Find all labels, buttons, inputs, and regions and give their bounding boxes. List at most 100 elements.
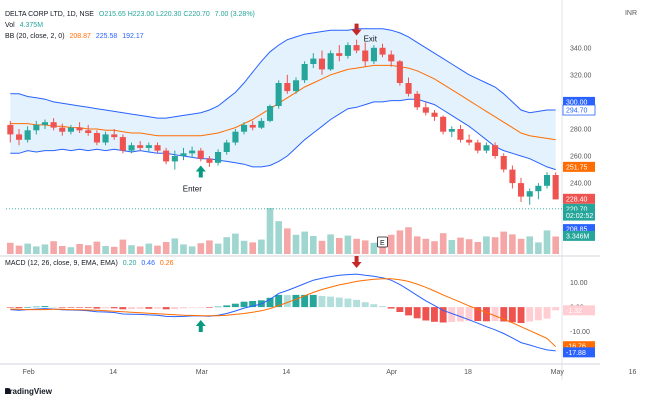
volume-bar <box>336 238 343 254</box>
candle-body <box>119 137 126 151</box>
macd-axis-tag-text: -16.76 <box>566 344 586 351</box>
candle-body <box>448 129 455 132</box>
volume-bar <box>301 231 308 254</box>
macd-histogram-bar <box>32 306 40 308</box>
macd-hist-value: 0.20 <box>122 260 137 267</box>
macd-histogram-bar <box>162 307 170 310</box>
candle-body <box>154 145 161 151</box>
macd-histogram-bar <box>214 306 222 308</box>
volume-bar <box>145 243 153 254</box>
macd-histogram-bar <box>41 306 49 308</box>
volume-bar <box>154 245 161 254</box>
macd-histogram-bar <box>413 307 421 319</box>
volume-bar <box>422 238 430 254</box>
macd-histogram-bar <box>379 306 386 308</box>
volume-bar <box>249 242 256 254</box>
macd-histogram-bar <box>206 307 213 308</box>
volume-bar <box>448 240 456 254</box>
header-line-2: Vol 4.375M <box>5 21 46 30</box>
volume-bar <box>110 246 118 254</box>
candle-body <box>180 153 187 156</box>
price-axis-tag-text: 3.346M <box>566 233 590 240</box>
macd-line-value: 0.46 <box>141 260 155 267</box>
price-tick-label: 340.00 <box>570 45 592 52</box>
volume-bar <box>15 245 23 254</box>
bb-basis-value: 208.87 <box>69 33 91 40</box>
price-axis-tag-text: 294.70 <box>566 108 588 115</box>
macd-histogram-bar <box>500 307 508 322</box>
macd-enter-arrow-icon <box>195 320 206 332</box>
macd-histogram-bar <box>180 307 187 309</box>
price-axis-tag-text: 300.00 <box>566 99 588 106</box>
price-axis-tag <box>563 193 595 204</box>
macd-axis-tag <box>563 305 595 316</box>
macd-histogram-bar <box>361 302 369 308</box>
candle-body <box>344 45 351 56</box>
time-axis-label: 16 <box>629 369 637 376</box>
volume-value: 4.375M <box>19 22 44 29</box>
candle-body <box>93 133 100 143</box>
macd-histogram-bar <box>154 307 161 309</box>
candle-body <box>189 150 196 154</box>
volume-bar <box>543 230 551 254</box>
candle-body <box>457 129 464 140</box>
volume-bar <box>465 239 473 254</box>
candle-body <box>500 156 507 170</box>
macd-histogram-bar <box>335 297 343 308</box>
macd-signal-value: 0.26 <box>159 260 174 267</box>
macd-exit-arrow-icon <box>351 256 362 268</box>
macd-histogram-bar <box>396 307 404 312</box>
candle-body <box>7 124 14 135</box>
macd-histogram-bar <box>240 301 248 308</box>
volume-bar <box>102 246 109 254</box>
macd-histogram-bar <box>353 299 360 308</box>
price-tick-label: 320.00 <box>570 72 592 79</box>
price-axis-tag-text: 251.75 <box>566 164 588 171</box>
volume-bar <box>67 247 75 254</box>
exit-arrow-icon <box>351 23 362 36</box>
candle-body <box>163 150 170 162</box>
volume-bar <box>474 242 482 254</box>
candle-body <box>223 142 230 152</box>
macd-axis-tag-text: -17.88 <box>566 350 586 357</box>
macd-histogram-bar <box>422 307 430 321</box>
candle-body <box>258 120 265 128</box>
volume-bar <box>517 238 525 254</box>
price-axis-tag-text: 228.40 <box>566 196 588 203</box>
bb-lower-line <box>10 98 556 171</box>
brand-logo: TradingView <box>5 387 55 396</box>
volume-bar <box>206 240 213 254</box>
volume-bar <box>387 234 395 254</box>
macd-histogram-bar <box>171 307 179 310</box>
macd-histogram-bar <box>448 307 456 322</box>
macd-histogram-bar <box>474 307 482 321</box>
volume-bar <box>483 236 490 254</box>
volume-bar <box>223 237 230 254</box>
volume-bar <box>197 243 205 254</box>
candle-body <box>241 124 248 132</box>
volume-bar <box>310 236 317 254</box>
candle-body <box>370 47 377 62</box>
macd-label: MACD (12, 26, close, 9, EMA, EMA) <box>5 260 118 267</box>
volume-bar <box>535 242 542 254</box>
volume-bar <box>171 238 179 254</box>
macd-histogram-bar <box>517 307 525 323</box>
bb-upper-value: 225.58 <box>95 33 118 40</box>
macd-histogram-bar <box>84 307 92 308</box>
volume-bar <box>344 235 352 254</box>
volume-bar <box>526 236 533 254</box>
price-tick-label: 280.00 <box>570 126 592 133</box>
candle-body <box>137 145 144 148</box>
volume-bar <box>162 242 170 254</box>
volume-bar <box>33 246 40 254</box>
macd-histogram-bar <box>292 294 300 308</box>
candle-body <box>405 83 412 94</box>
volume-label: Vol <box>5 22 15 29</box>
macd-histogram-bar <box>188 307 196 308</box>
candle-body <box>206 158 213 163</box>
volume-bar <box>84 245 92 254</box>
enter-label: Enter <box>183 184 202 193</box>
candle-body <box>466 139 473 143</box>
candle-body <box>362 50 369 62</box>
